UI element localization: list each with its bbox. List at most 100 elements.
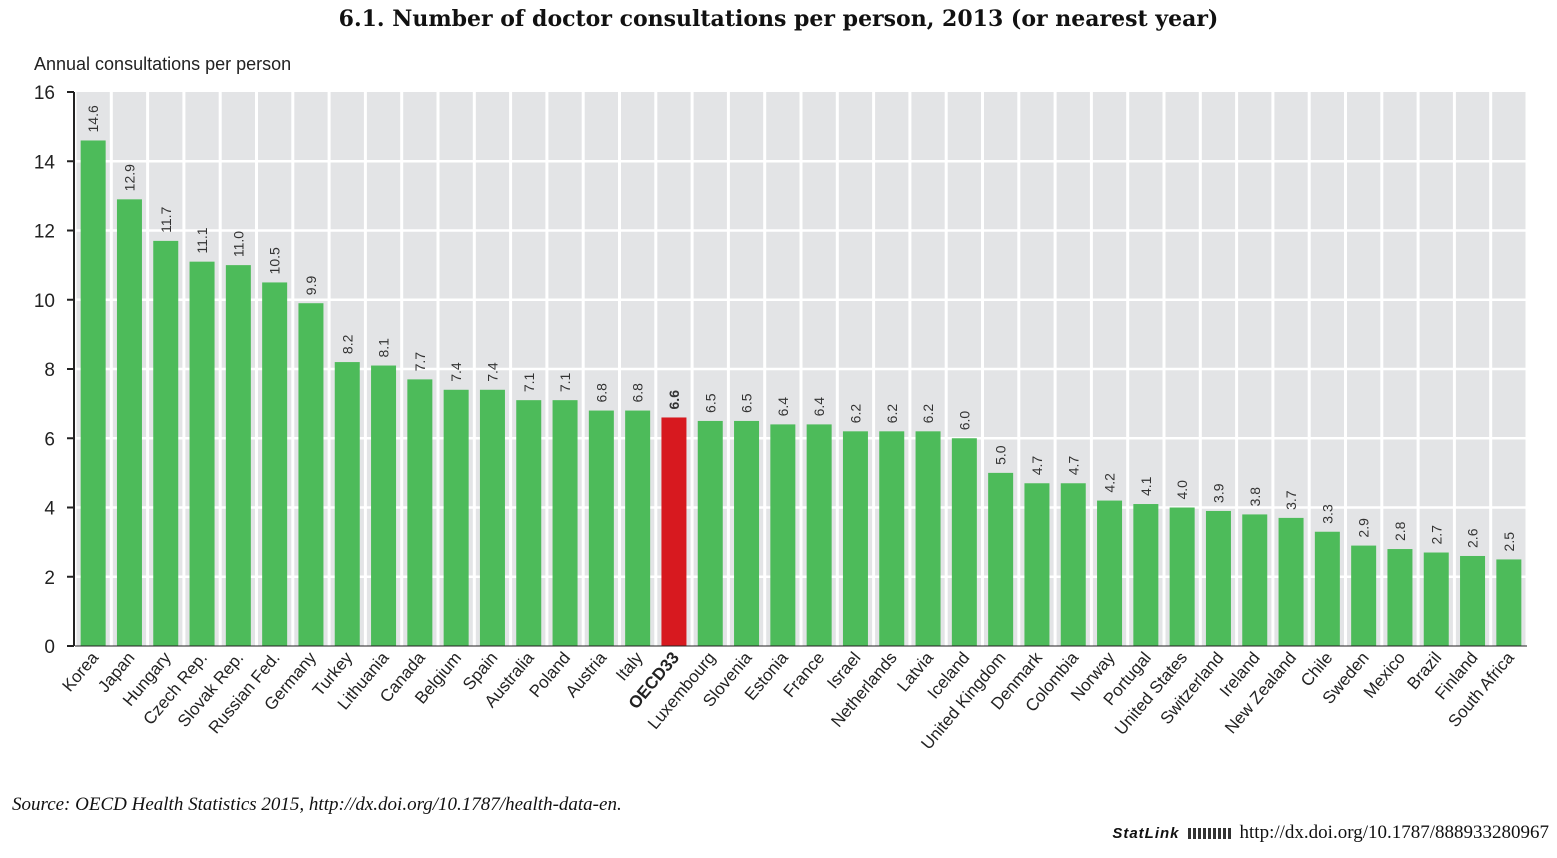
data-label: 5.0 — [993, 445, 1009, 465]
data-label: 7.1 — [557, 372, 573, 392]
x-tick-label: Korea — [58, 648, 102, 695]
data-label: 2.9 — [1356, 518, 1372, 538]
data-label: 4.0 — [1174, 480, 1190, 500]
data-label: 4.7 — [1065, 456, 1081, 476]
data-label: 6.2 — [920, 404, 936, 424]
bar-luxembourg — [697, 420, 723, 646]
bar-germany — [298, 303, 324, 646]
data-label: 14.6 — [85, 105, 101, 132]
bar-netherlands — [879, 431, 905, 646]
data-label: 6.2 — [884, 404, 900, 424]
y-tick-label: 14 — [34, 152, 56, 173]
source-note: Source: OECD Health Statistics 2015, htt… — [12, 794, 622, 815]
bar-finland — [1460, 555, 1486, 646]
bar-poland — [552, 400, 578, 646]
data-label: 2.5 — [1501, 532, 1517, 552]
data-label: 12.9 — [121, 164, 137, 191]
data-label: 6.5 — [739, 393, 755, 413]
chart-title: 6.1. Number of doctor consultations per … — [338, 6, 1219, 32]
bar-france — [806, 424, 832, 646]
bar-mexico — [1387, 549, 1413, 646]
bar-colombia — [1060, 483, 1086, 646]
y-tick-label: 16 — [34, 83, 55, 104]
data-label: 11.1 — [194, 227, 210, 253]
bar-korea — [80, 140, 106, 646]
data-label: 3.8 — [1247, 487, 1263, 507]
statlink-label: StatLink — [1112, 824, 1180, 842]
bar-united-states — [1169, 507, 1195, 646]
bar-estonia — [770, 424, 796, 646]
data-label: 6.4 — [811, 397, 827, 417]
bar-slovenia — [734, 420, 760, 646]
data-label: 3.9 — [1210, 483, 1226, 503]
data-label: 6.0 — [956, 411, 972, 431]
data-label: 4.2 — [1102, 473, 1118, 493]
bar-australia — [516, 400, 542, 646]
data-label: 2.6 — [1465, 528, 1481, 548]
bar-oecd33 — [661, 417, 687, 646]
bar-south-africa — [1496, 559, 1522, 646]
statlink-url[interactable]: http://dx.doi.org/10.1787/888933280967 — [1239, 822, 1549, 843]
x-tick-label: France — [780, 648, 829, 701]
data-label: 7.1 — [521, 372, 537, 392]
data-label: 2.8 — [1392, 521, 1408, 541]
data-label: 7.7 — [412, 352, 428, 372]
statlink[interactable]: StatLink http://dx.doi.org/10.1787/88893… — [1112, 822, 1549, 844]
bar-brazil — [1423, 552, 1449, 646]
y-tick-label: 10 — [34, 291, 55, 312]
bar-latvia — [915, 431, 941, 646]
bar-spain — [479, 389, 505, 646]
data-label: 4.7 — [1029, 456, 1045, 476]
data-label: 11.7 — [158, 206, 174, 232]
bar-japan — [116, 199, 142, 646]
y-tick-label: 2 — [44, 568, 55, 589]
data-label: 4.1 — [1138, 476, 1154, 496]
y-tick-label: 6 — [44, 429, 55, 450]
bar-norway — [1097, 500, 1123, 646]
bar-portugal — [1133, 504, 1159, 646]
data-label: 6.8 — [593, 383, 609, 403]
bar-italy — [625, 410, 651, 646]
bar-austria — [588, 410, 614, 646]
data-label: 6.5 — [702, 393, 718, 413]
data-label: 6.6 — [666, 390, 682, 410]
bar-canada — [407, 379, 433, 646]
data-label: 6.8 — [630, 383, 646, 403]
data-label: 11.0 — [230, 231, 246, 257]
x-tick-label: Austria — [562, 648, 611, 701]
y-axis-label: Annual consultations per person — [34, 54, 292, 74]
bar-sweden — [1351, 545, 1377, 646]
bar-russian-fed- — [262, 282, 288, 646]
data-label: 8.2 — [339, 334, 355, 354]
y-tick-label: 12 — [34, 222, 55, 243]
data-label: 6.2 — [847, 404, 863, 424]
y-tick-label: 8 — [44, 360, 55, 381]
bar-denmark — [1024, 483, 1050, 646]
data-label: 3.7 — [1283, 490, 1299, 510]
bar-czech-rep- — [189, 261, 215, 646]
bar-lithuania — [371, 365, 397, 646]
bar-israel — [842, 431, 868, 646]
data-label: 7.4 — [448, 362, 464, 382]
bar-iceland — [951, 438, 977, 646]
bar-chart: 024681012141614.6Korea12.9Japan11.7Hunga… — [34, 83, 1527, 753]
y-tick-label: 0 — [44, 637, 55, 658]
y-tick-label: 4 — [44, 499, 55, 520]
bar-new-zealand — [1278, 517, 1304, 646]
bar-united-kingdom — [988, 472, 1014, 646]
bar-switzerland — [1205, 510, 1231, 646]
data-label: 6.4 — [775, 397, 791, 417]
data-label: 8.1 — [376, 338, 392, 358]
data-label: 3.3 — [1319, 504, 1335, 524]
data-label: 2.7 — [1428, 525, 1444, 545]
bar-belgium — [443, 389, 469, 646]
bar-slovak-rep- — [225, 265, 251, 646]
bar-hungary — [153, 240, 179, 646]
bar-turkey — [334, 362, 360, 646]
bar-chile — [1314, 531, 1340, 646]
data-label: 9.9 — [303, 276, 319, 296]
data-label: 10.5 — [267, 247, 283, 274]
data-label: 7.4 — [484, 362, 500, 382]
statlink-logo-icon — [1187, 827, 1232, 839]
bar-ireland — [1242, 514, 1268, 646]
